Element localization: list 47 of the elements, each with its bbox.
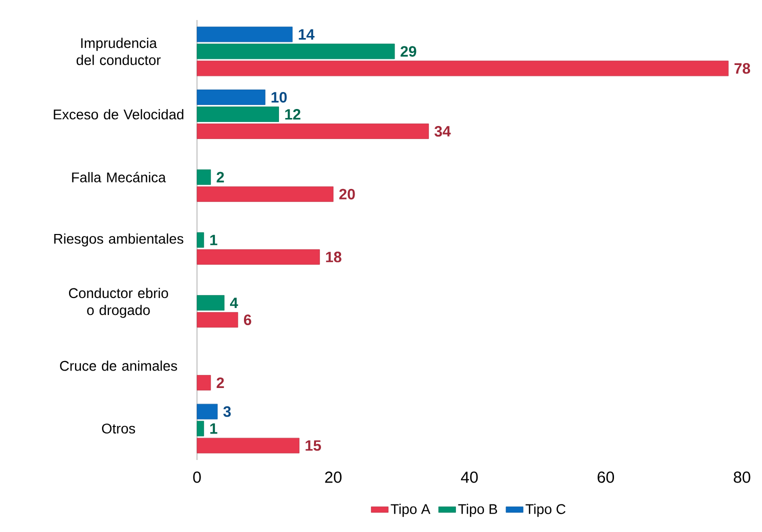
data-label: 3 — [223, 406, 231, 417]
data-label: 2 — [216, 172, 224, 182]
data-label: 15 — [306, 440, 321, 451]
y-tick-label: Cruce de animales — [60, 360, 178, 371]
bar — [196, 60, 729, 76]
bar — [196, 186, 334, 202]
data-label: 12 — [285, 109, 300, 120]
legend-label: Tipo B — [458, 504, 498, 517]
legend-label: Tipo C — [526, 504, 566, 517]
bar — [196, 312, 238, 328]
data-label: 34 — [434, 126, 451, 137]
x-tick-label: 0 — [193, 472, 201, 483]
y-tick-label: Conductor ebrio o drogado — [68, 288, 168, 318]
bar — [196, 44, 395, 60]
data-label: 10 — [272, 92, 287, 103]
x-tick-label: 60 — [598, 472, 614, 483]
bar — [196, 375, 211, 390]
data-label: 2 — [216, 377, 224, 388]
bar — [196, 169, 211, 185]
bar — [196, 106, 279, 122]
data-label: 4 — [230, 298, 238, 308]
y-tick-label: Otros — [102, 424, 136, 434]
data-label: 6 — [244, 314, 252, 326]
bar — [196, 420, 204, 436]
bar — [196, 232, 204, 248]
x-tick-label: 20 — [325, 472, 342, 483]
y-tick-label: Imprudencia del conductor — [76, 38, 161, 66]
data-label: 1 — [210, 423, 218, 434]
bar — [196, 404, 218, 420]
bar — [196, 90, 266, 105]
bar — [196, 26, 293, 42]
y-tick-label: Falla Mecánica — [72, 172, 166, 182]
data-label: 20 — [339, 188, 355, 200]
bar — [196, 249, 320, 265]
bar — [196, 295, 224, 311]
y-tick-label: Riesgos ambientales — [54, 233, 184, 247]
bar — [196, 124, 429, 139]
data-label: 1 — [210, 234, 218, 246]
data-label: 18 — [326, 252, 342, 262]
x-tick-label: 40 — [460, 472, 478, 483]
data-label: 29 — [400, 46, 416, 57]
y-tick-label: Exceso de Velocidad — [54, 109, 184, 120]
bar — [196, 438, 300, 454]
x-tick-label: 80 — [734, 472, 750, 483]
data-label: 78 — [734, 63, 750, 74]
legend-label: Tipo A — [390, 504, 430, 517]
data-label: 14 — [298, 29, 315, 40]
